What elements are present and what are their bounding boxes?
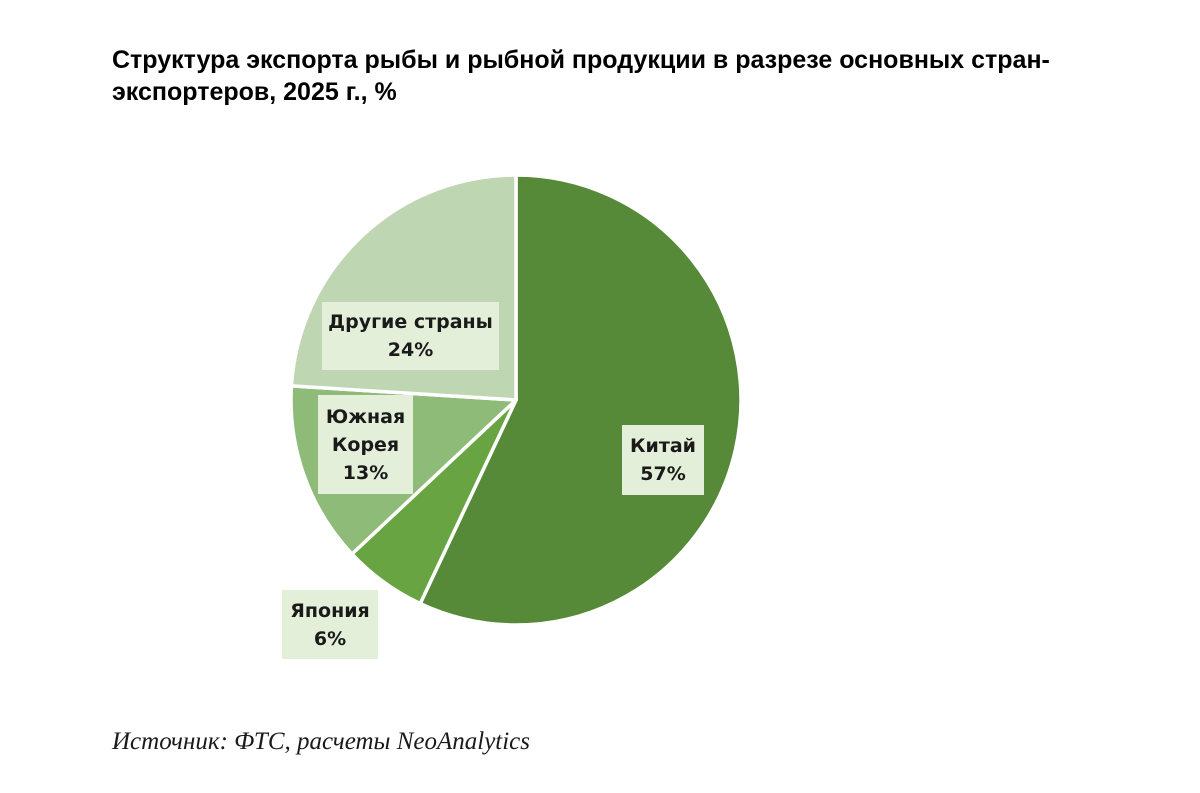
data-label-japan-value: 6% — [313, 627, 347, 650]
chart-title-line-2: экспортеров, 2025 г., % — [112, 78, 397, 106]
pie-slice-china — [418, 173, 743, 627]
data-label-japan-name: Япония — [290, 599, 370, 622]
chart-title: Структура экспорта рыбы и рыбной продукц… — [112, 44, 1172, 108]
data-label-china-name: Китай — [630, 435, 696, 457]
data-label-other-countries-name: Другие страны — [328, 311, 493, 333]
data-label-other-countries-value: 24% — [387, 339, 434, 361]
data-label-china: Китай 57% — [622, 425, 704, 495]
data-label-south-korea-value: 13% — [342, 461, 389, 484]
source-note: Источник: ФТС, расчеты NeoAnalytics — [112, 728, 531, 755]
data-label-south-korea-name-line-2: Корея — [331, 433, 400, 456]
chart-title-line-1: Структура экспорта рыбы и рыбной продукц… — [112, 46, 1050, 74]
data-label-japan: Япония 6% — [282, 590, 378, 659]
data-label-south-korea-name-line-1: Южная — [325, 405, 406, 428]
data-label-south-korea: Южная Корея 13% — [318, 395, 413, 494]
data-label-other-countries: Другие страны 24% — [322, 302, 499, 370]
data-label-china-value: 57% — [640, 463, 686, 485]
